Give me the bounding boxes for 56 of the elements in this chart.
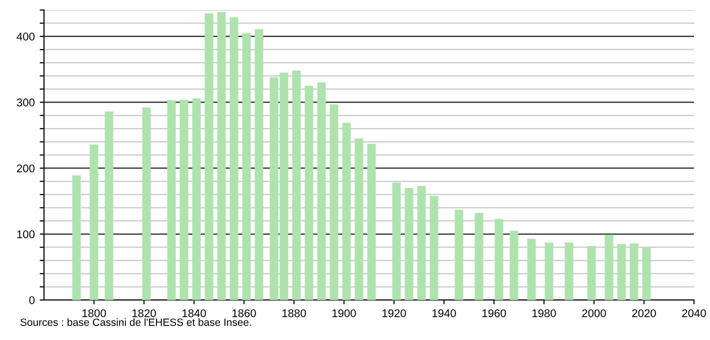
bar bbox=[630, 243, 638, 300]
bar bbox=[342, 122, 351, 300]
bar bbox=[417, 186, 426, 300]
bar bbox=[454, 210, 464, 300]
x-tick-label: 1800 bbox=[82, 309, 106, 318]
bar bbox=[587, 246, 596, 300]
x-tick-label: 1900 bbox=[332, 309, 356, 318]
x-tick-label: 2000 bbox=[582, 309, 606, 318]
bar bbox=[292, 70, 301, 300]
x-tick-label: 1980 bbox=[532, 309, 556, 318]
bar bbox=[242, 33, 251, 300]
bar bbox=[544, 242, 554, 300]
bar bbox=[474, 213, 484, 300]
y-tick-label: 400 bbox=[16, 32, 35, 40]
bar bbox=[270, 77, 278, 300]
x-tick-label: 1860 bbox=[232, 309, 256, 318]
bar bbox=[404, 188, 414, 300]
bar bbox=[367, 144, 376, 300]
bar bbox=[90, 144, 98, 300]
bar bbox=[354, 138, 364, 300]
x-tick-label: 1960 bbox=[482, 309, 506, 318]
x-tick-label: 1920 bbox=[382, 309, 406, 318]
bar bbox=[192, 98, 201, 300]
bar bbox=[527, 238, 536, 300]
bar bbox=[330, 104, 338, 300]
source-note: Sources : base Cassini de l'EHESS et base Insee. bbox=[20, 318, 251, 326]
bar bbox=[254, 29, 264, 300]
x-tick-label: 1840 bbox=[182, 309, 206, 318]
bar bbox=[617, 244, 626, 300]
bar bbox=[304, 86, 314, 300]
bar bbox=[564, 242, 574, 300]
bar bbox=[217, 12, 226, 300]
bar bbox=[104, 112, 114, 300]
y-tick-label: 100 bbox=[17, 230, 35, 238]
bar bbox=[167, 100, 176, 300]
bar bbox=[280, 72, 288, 300]
y-tick-label: 200 bbox=[16, 164, 35, 172]
y-tick-label: 300 bbox=[16, 98, 35, 106]
x-tick-label: 2020 bbox=[632, 309, 656, 318]
bar bbox=[204, 13, 214, 300]
bar bbox=[510, 230, 518, 300]
bar bbox=[494, 218, 504, 300]
bar bbox=[392, 182, 401, 300]
x-tick-label: 1820 bbox=[132, 309, 156, 318]
bar bbox=[604, 234, 614, 300]
x-tick-label: 1880 bbox=[282, 309, 306, 318]
x-tick-label: 1940 bbox=[432, 309, 456, 318]
bar bbox=[180, 100, 188, 300]
bar bbox=[142, 108, 151, 300]
bar bbox=[430, 196, 438, 300]
bar bbox=[642, 248, 651, 300]
bar bbox=[230, 17, 238, 300]
bar bbox=[317, 82, 326, 300]
bar bbox=[72, 175, 81, 300]
y-tick-label: 0 bbox=[29, 296, 35, 304]
x-tick-label: 2040 bbox=[682, 309, 706, 318]
